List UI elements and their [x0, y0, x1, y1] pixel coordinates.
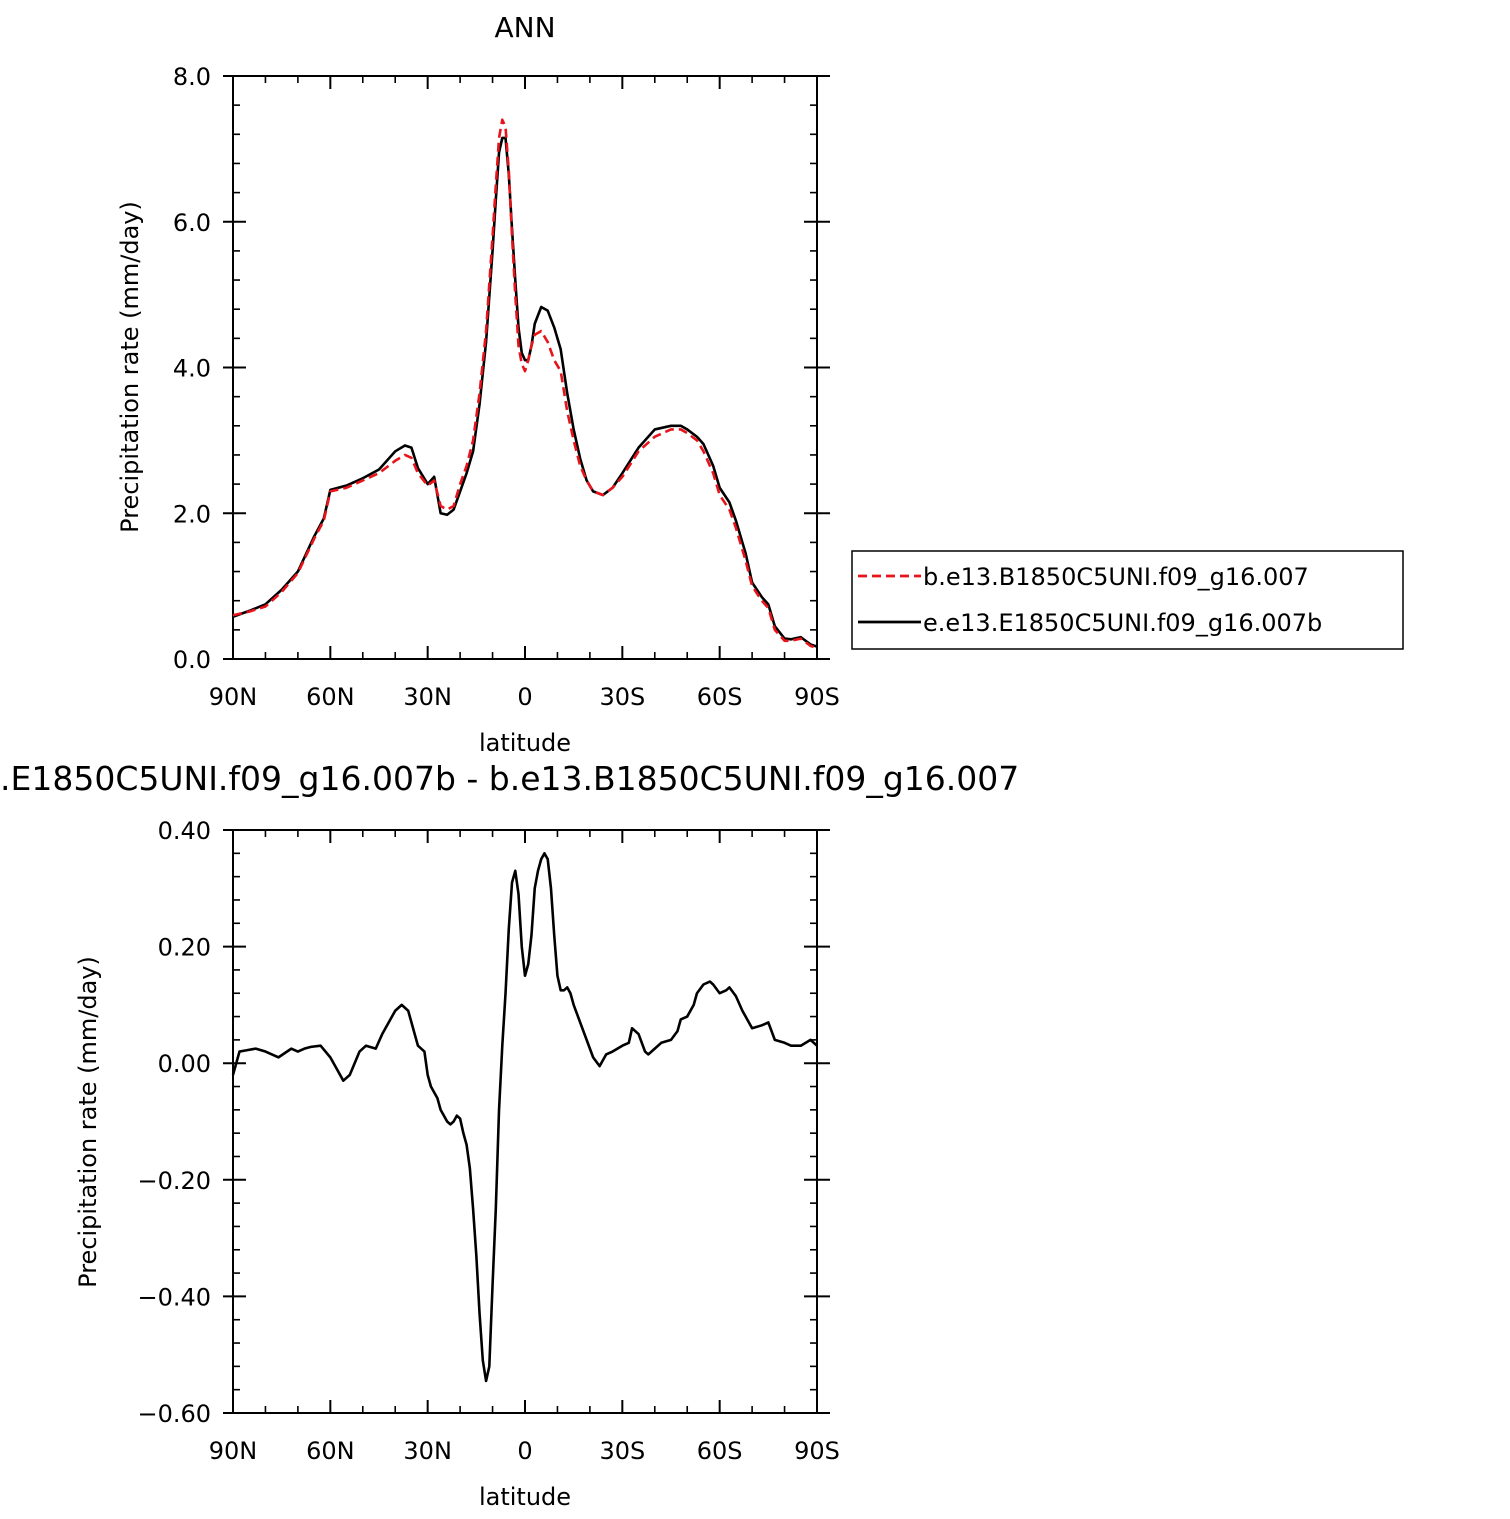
- top-series-line-0: [232, 118, 818, 650]
- legend-box: [851, 550, 1404, 650]
- bottom-y-tick-label: 0.20: [158, 934, 211, 962]
- top-x-tick-label: 60S: [697, 683, 743, 711]
- top-plot-frame: [232, 75, 818, 660]
- bottom-y-tick-label: 0.40: [158, 817, 211, 845]
- bottom-chart-title: .E1850C5UNI.f09_g16.007b - b.e13.B1850C5…: [0, 759, 1019, 798]
- bottom-y-tick-label: 0.00: [158, 1050, 211, 1078]
- bottom-x-tick-label: 0: [517, 1437, 532, 1465]
- bottom-x-tick-label: 90S: [794, 1437, 840, 1465]
- bottom-x-tick-label: 60N: [306, 1437, 355, 1465]
- top-series-line-1: [232, 136, 818, 648]
- top-x-tick-label: 90N: [209, 683, 258, 711]
- bottom-x-axis-label: latitude: [479, 1483, 571, 1511]
- top-x-tick-label: 30S: [599, 683, 645, 711]
- bottom-plot-area: 90N 60N 30N 0 30S 60S 90S −0.60 −0.40 −0.20 0.00 0.…: [137, 817, 839, 1465]
- bottom-x-tick-label: 90N: [209, 1437, 258, 1465]
- top-y-tick-label: 8.0: [173, 63, 211, 91]
- bottom-y-tick-label: −0.40: [137, 1283, 211, 1311]
- bottom-series-line-0: [231, 852, 818, 1383]
- legend-label-experiment: e.e13.E1850C5UNI.f09_g16.007b: [923, 609, 1322, 637]
- bottom-y-tick-label: −0.20: [137, 1167, 211, 1195]
- top-x-axis-label: latitude: [479, 729, 571, 757]
- top-x-tick-label: 0: [517, 683, 532, 711]
- legend-label-control: b.e13.B1850C5UNI.f09_g16.007: [923, 563, 1309, 591]
- top-y-tick-label: 0.0: [173, 646, 211, 674]
- top-x-tick-label: 90S: [794, 683, 840, 711]
- bottom-y-axis-label: Precipitation rate (mm/day): [74, 956, 102, 1288]
- legend: b.e13.B1850C5UNI.f09_g16.007 e.e13.E1850…: [851, 550, 1404, 650]
- bottom-x-tick-label: 60S: [697, 1437, 743, 1465]
- top-y-tick-label: 6.0: [173, 209, 211, 237]
- bottom-y-tick-label: −0.60: [137, 1400, 211, 1428]
- bottom-x-tick-label: 30S: [599, 1437, 645, 1465]
- top-plot-area: 90N 60N 30N 0 30S 60S 90S 0.0 2.0 4.0 6.0 8.0: [173, 63, 840, 711]
- top-chart-title: ANN: [494, 11, 555, 44]
- top-y-tick-label: 2.0: [173, 500, 211, 528]
- top-x-tick-label: 60N: [306, 683, 355, 711]
- top-y-axis-label: Precipitation rate (mm/day): [116, 201, 144, 533]
- bottom-plot-frame: [232, 829, 818, 1414]
- top-x-tick-label: 30N: [403, 683, 452, 711]
- bottom-x-tick-label: 30N: [403, 1437, 452, 1465]
- top-y-tick-label: 4.0: [173, 355, 211, 383]
